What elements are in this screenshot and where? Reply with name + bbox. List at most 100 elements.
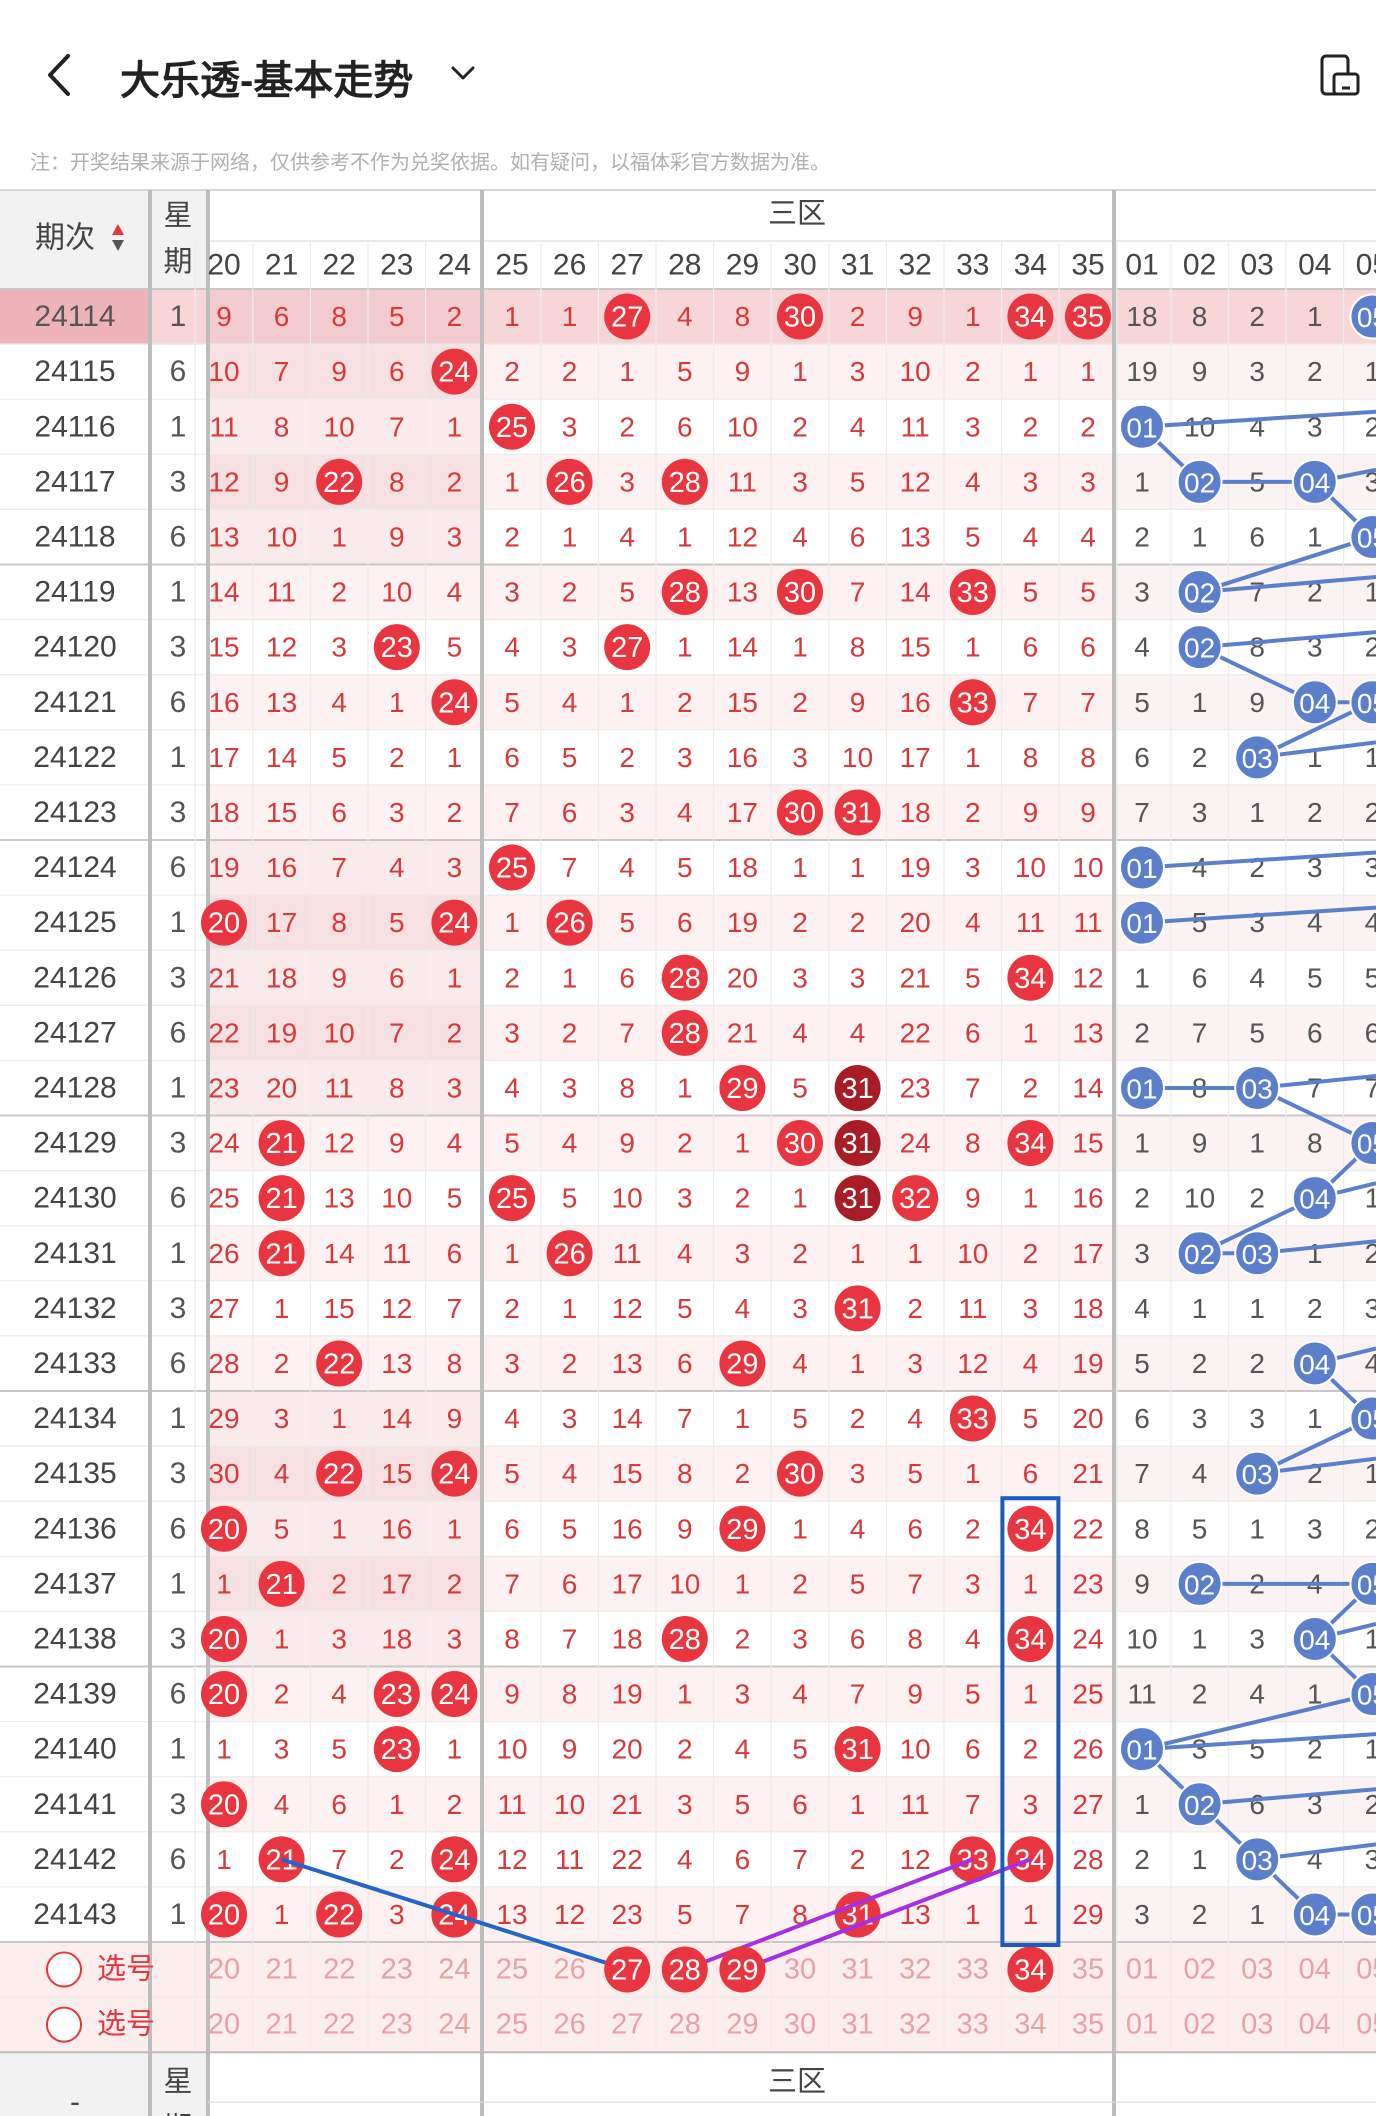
miss-count: 9 (331, 356, 347, 387)
miss-count: 13 (727, 577, 758, 608)
picked-ball[interactable] (1007, 1946, 1054, 1993)
miss-count: 2 (850, 1403, 866, 1434)
miss-count: 15 (1072, 1128, 1103, 1159)
front-col-header: 28 (668, 249, 701, 282)
drawn-ball (661, 1009, 708, 1056)
miss-count: 9 (965, 1183, 981, 1214)
pick-number: 23 (381, 2009, 413, 2041)
footer-header-bg (0, 2052, 1376, 2116)
footer-week-2: 期 (163, 2112, 192, 2116)
back-drawn-ball (1291, 1891, 1338, 1938)
week-cell: 6 (170, 1347, 187, 1380)
miss-count: 6 (619, 962, 635, 993)
miss-count: 5 (389, 907, 405, 938)
back-drawn-ball (1349, 1891, 1376, 1938)
footer-col-header: 28 (668, 2114, 701, 2116)
miss-count: 4 (850, 1513, 866, 1544)
chevron-left-icon[interactable] (40, 50, 80, 100)
footer-period-bg (0, 2052, 150, 2116)
footer-col-header: 32 (899, 2114, 932, 2116)
band-shade (208, 1611, 482, 1667)
miss-count: 11 (497, 1789, 526, 1820)
miss-count: 2 (850, 907, 866, 938)
miss-count: 4 (274, 1458, 290, 1489)
back-col-header: 02 (1183, 249, 1216, 282)
pick-number: 03 (1241, 1954, 1273, 1986)
picked-ball[interactable] (719, 1946, 766, 1993)
drawn-ball (201, 1671, 247, 1718)
column-selection-box[interactable] (1000, 1496, 1061, 1947)
miss-count: 2 (850, 301, 866, 332)
miss-count: 5 (562, 1513, 578, 1544)
back-miss-count: 5 (1249, 1017, 1265, 1048)
back-drawn-ball (1349, 1560, 1376, 1607)
back-miss-count: 8 (1249, 632, 1265, 663)
miss-count: 4 (389, 852, 405, 883)
back-miss-count: 1 (1307, 521, 1323, 552)
back-drawn-number: 01 (1126, 1735, 1157, 1766)
pick-radio[interactable] (46, 2006, 82, 2043)
drawn-ball (258, 1560, 305, 1607)
pick-radio[interactable] (46, 1951, 82, 1988)
miss-count: 1 (850, 1238, 866, 1269)
app-header: 大乐透-基本走势 (0, 0, 1376, 140)
footer-col-header: 20 (207, 2114, 240, 2116)
picked-ball[interactable] (661, 1946, 708, 1993)
band-shade (208, 1556, 482, 1612)
footer-col-header: 29 (726, 2114, 759, 2116)
miss-count: 18 (381, 1623, 412, 1654)
back-drawn-number: 05 (1357, 1129, 1376, 1160)
sort-toggle-icon[interactable] (112, 224, 124, 251)
back-miss-count: 6 (1134, 742, 1150, 773)
drawn-ball (431, 679, 478, 726)
drawn-ball (546, 899, 593, 946)
miss-count: 21 (208, 962, 239, 993)
picked-ball[interactable] (604, 1946, 651, 1993)
miss-count: 14 (266, 742, 297, 773)
chevron-down-icon[interactable] (448, 58, 478, 88)
footer-col-header: 26 (553, 2114, 586, 2116)
miss-count: 1 (216, 1844, 232, 1875)
drawn-number: 30 (784, 302, 816, 334)
miss-count: 19 (208, 852, 239, 883)
back-drawn-ball (1349, 1395, 1376, 1442)
miss-count: 19 (612, 1679, 643, 1710)
miss-count: 14 (612, 1403, 643, 1434)
miss-count: 2 (965, 1513, 981, 1544)
miss-count: 3 (619, 466, 635, 497)
miss-count: 2 (1023, 1072, 1039, 1103)
back-col-header: 03 (1241, 249, 1274, 282)
device-toggle-icon[interactable] (1318, 54, 1362, 98)
zone-label: 三区 (768, 198, 826, 230)
miss-count: 27 (1072, 1789, 1103, 1820)
miss-count: 18 (208, 797, 239, 828)
miss-count: 12 (208, 466, 239, 497)
miss-count: 3 (907, 1348, 923, 1379)
miss-count: 3 (677, 742, 693, 773)
miss-count: 3 (331, 632, 347, 663)
period-cell: 24117 (34, 465, 115, 498)
drawn-number: 21 (265, 1183, 297, 1215)
footer-col-header: 27 (611, 2114, 644, 2116)
miss-count: 6 (331, 1789, 347, 1820)
miss-count: 3 (677, 1789, 693, 1820)
page-title[interactable]: 大乐透-基本走势 (120, 59, 414, 103)
back-miss-count: 18 (1126, 301, 1157, 332)
miss-count: 27 (208, 1293, 239, 1324)
miss-count: 5 (850, 1568, 866, 1599)
period-cell: 24120 (33, 631, 116, 664)
drawn-ball (834, 1064, 881, 1111)
miss-count: 14 (727, 632, 758, 663)
drawn-ball (546, 458, 593, 505)
miss-count: 6 (677, 907, 693, 938)
back-drawn-ball (1119, 403, 1165, 450)
miss-count: 1 (965, 1458, 981, 1489)
drawn-number: 32 (899, 1183, 931, 1215)
miss-count: 3 (792, 962, 808, 993)
drawn-number: 31 (841, 797, 873, 829)
back-drawn-ball (1234, 1230, 1281, 1277)
drawn-ball (834, 789, 881, 836)
miss-count: 1 (907, 1238, 923, 1269)
week-cell: 6 (170, 1843, 187, 1876)
drawn-number: 34 (1014, 963, 1046, 995)
